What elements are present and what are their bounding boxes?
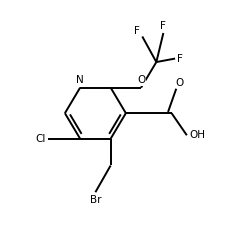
Text: F: F [134,26,140,36]
Text: O: O [137,75,145,85]
Text: F: F [160,21,166,31]
Text: OH: OH [189,130,205,140]
Text: F: F [177,54,183,64]
Text: Br: Br [90,194,101,204]
Text: Cl: Cl [36,134,46,144]
Text: N: N [76,75,84,85]
Text: O: O [176,78,184,88]
